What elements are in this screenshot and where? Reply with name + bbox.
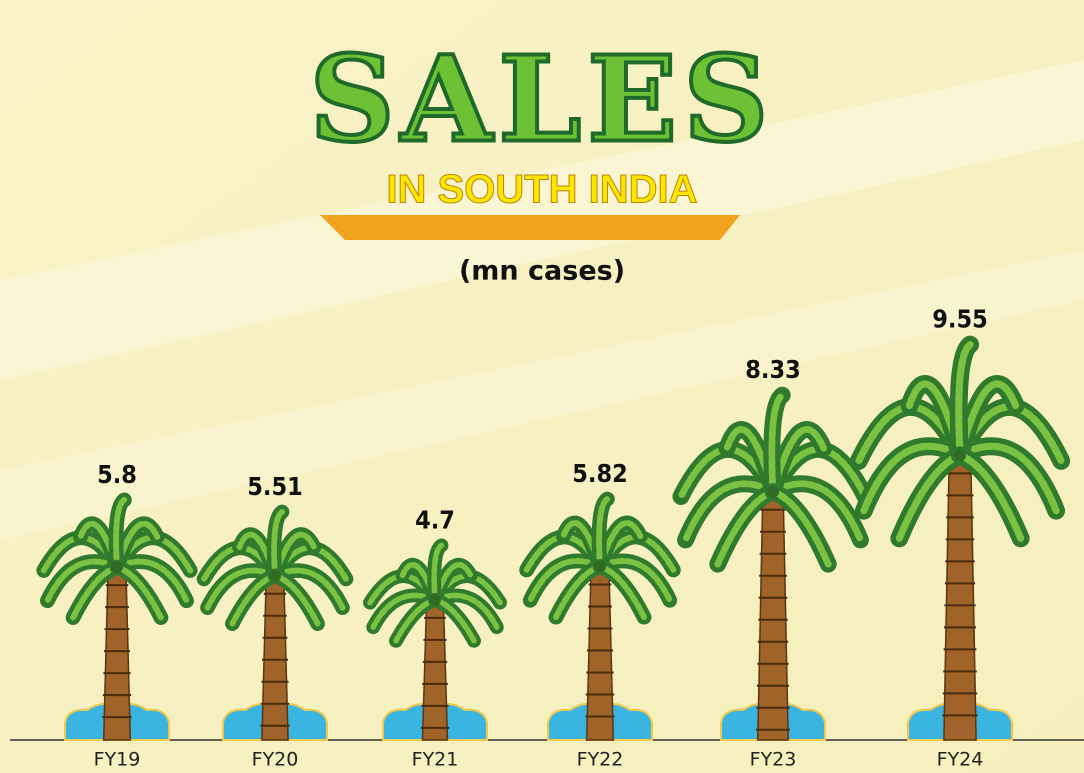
palm-tree [196, 504, 354, 741]
frond-highlight [955, 341, 974, 459]
x-tick-label: FY22 [577, 749, 624, 771]
x-tick-label: FY21 [412, 749, 459, 771]
frond-highlight [682, 480, 777, 544]
palm-tree [363, 538, 507, 741]
frond-highlight [431, 542, 445, 603]
value-label: 5.82 [572, 459, 628, 488]
palm-tree [849, 335, 1071, 741]
value-label: 4.7 [415, 505, 455, 534]
value-label: 5.51 [247, 472, 303, 501]
x-tick-label: FY19 [94, 749, 141, 771]
palm-tree [672, 386, 874, 741]
trunk [943, 454, 977, 741]
trunk [421, 599, 449, 741]
frond-highlight [769, 488, 832, 568]
crown [767, 485, 779, 498]
x-tick-label: FY20 [252, 749, 299, 771]
frond-highlight [113, 496, 128, 571]
trunk [757, 490, 789, 741]
crown [954, 449, 966, 462]
chart-subtitle: IN SOUTH INDIA [386, 168, 697, 212]
value-label: 5.8 [97, 460, 137, 489]
palm-tree [36, 492, 198, 741]
light-stripe [0, 250, 1084, 540]
frond-highlight [956, 442, 1060, 515]
frond-highlight [596, 496, 611, 570]
unit-label: (mn cases) [459, 256, 625, 287]
value-label: 9.55 [932, 305, 988, 334]
frond-highlight [956, 451, 1025, 542]
x-tick-label: FY23 [750, 749, 797, 771]
chart-title: SALES [310, 30, 775, 169]
crown [269, 569, 281, 582]
trunk [261, 575, 289, 741]
crown [429, 593, 441, 606]
palm-tree [519, 491, 681, 741]
frond-highlight [271, 508, 286, 579]
x-tick-label: FY24 [937, 749, 984, 771]
frond-highlight [860, 442, 964, 515]
title-banner [320, 215, 740, 240]
crown [594, 560, 606, 573]
frond-highlight [769, 480, 864, 544]
value-label: 8.33 [745, 355, 801, 384]
frond-highlight [768, 391, 786, 496]
crown [111, 561, 123, 574]
trunk [102, 566, 132, 741]
trunk [585, 565, 615, 741]
